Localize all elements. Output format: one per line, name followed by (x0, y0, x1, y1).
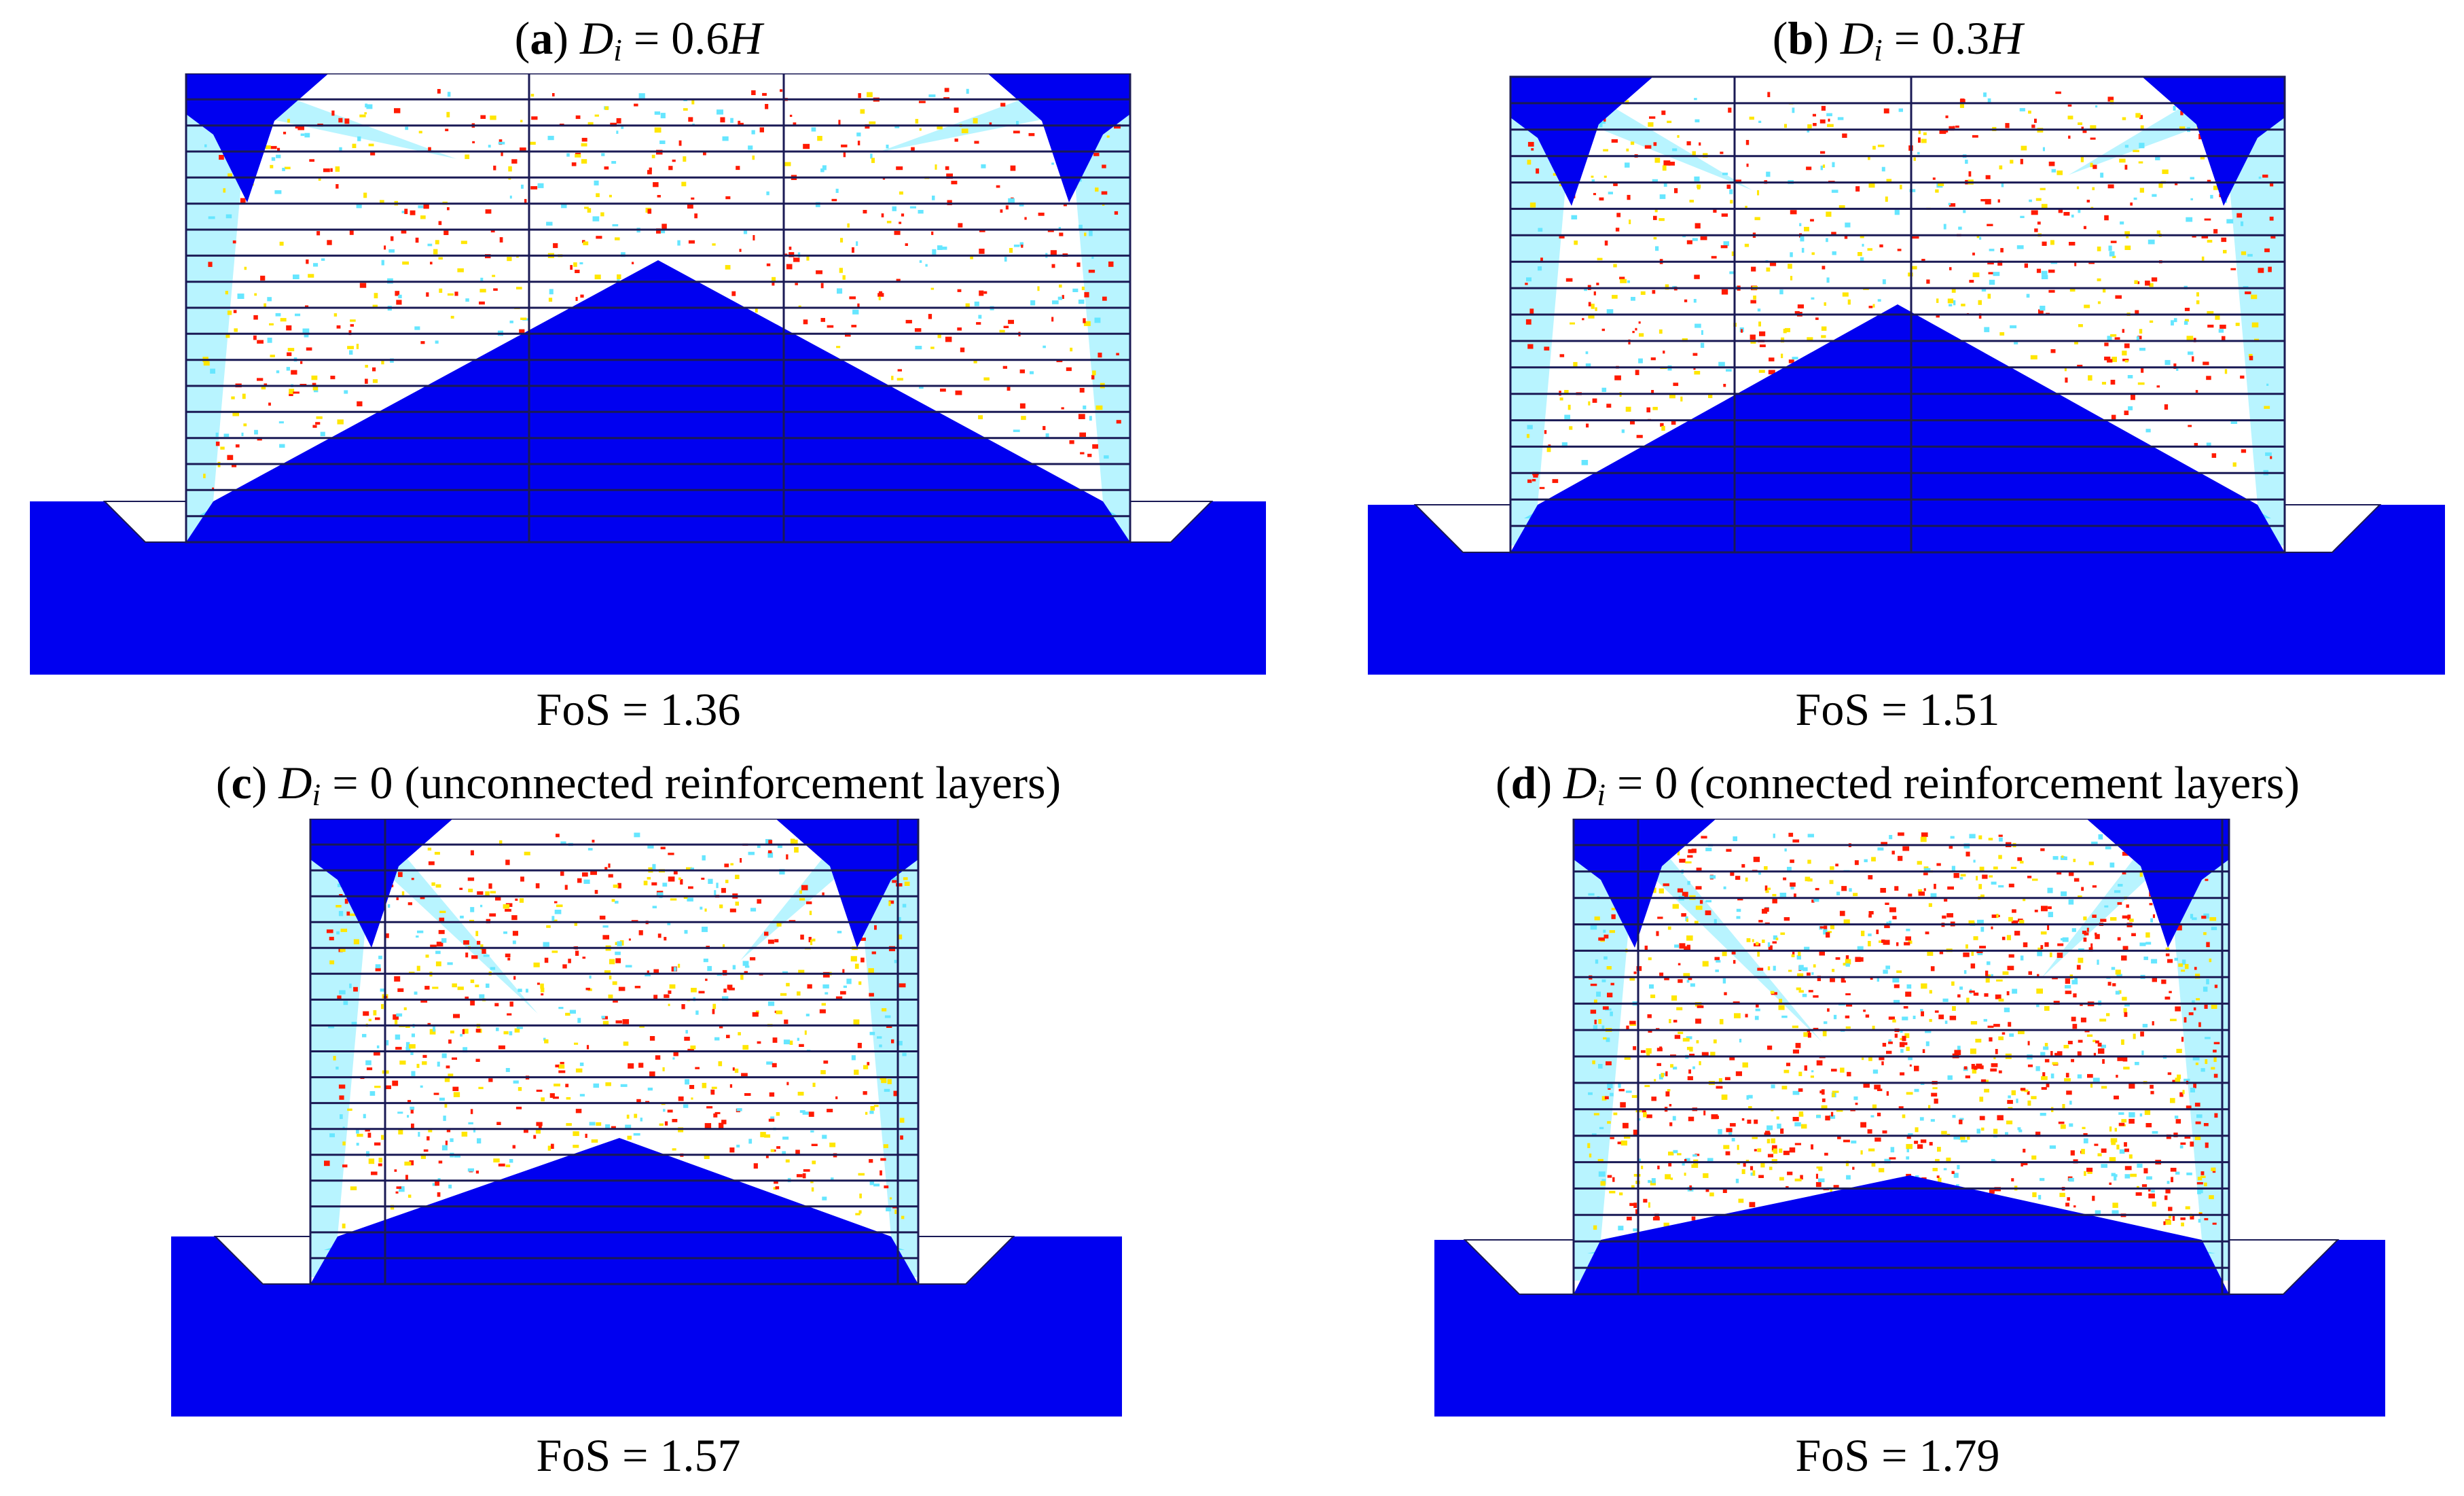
panel-a: (a) Di = 0.6H FoS = 1.36 (0, 0, 1277, 747)
fos-value: FoS = 1.79 (1795, 1429, 2000, 1481)
corner-wedge-right (776, 819, 918, 948)
corner-wedge-left (1574, 819, 1716, 948)
fos-value: FoS = 1.57 (536, 1429, 741, 1481)
stable-zone (1601, 859, 2202, 1240)
panel-caption: (a) Di = 0.6H (514, 12, 763, 67)
corner-wedge-left (186, 73, 329, 202)
corner-wedge-left (310, 819, 453, 948)
reinforcement-grid (185, 73, 1131, 544)
foundation-failure-zone (171, 1138, 1122, 1417)
simulation-plot (171, 819, 1122, 1417)
corner-wedge-left (1510, 77, 1653, 206)
panel-c: (c) Di = 0 (unconnected reinforcement la… (0, 747, 1277, 1496)
corner-wedge-right (988, 73, 1130, 202)
simulation-plot (1434, 819, 2385, 1417)
stable-zone (338, 859, 891, 1236)
fos-value: FoS = 1.36 (536, 683, 741, 735)
panel-b: (b) Di = 0.3H FoS = 1.51 (1331, 0, 2464, 747)
simulation-plot (30, 73, 1266, 675)
reinforcement-grid (309, 819, 920, 1285)
panel-caption: (c) Di = 0 (unconnected reinforcement la… (215, 757, 1062, 812)
stress-speckles (202, 88, 1121, 491)
fos-value: FoS = 1.51 (1795, 683, 2000, 735)
panel-caption: (b) Di = 0.3H (1772, 12, 2023, 67)
panel-caption: (d) Di = 0 (connected reinforcement laye… (1496, 757, 2300, 812)
corner-wedge-right (2086, 819, 2229, 948)
foundation-failure-zone (30, 260, 1266, 675)
foundation-failure-zone (1434, 1175, 2385, 1417)
simulation-plot (1368, 73, 2445, 675)
stress-speckles (1525, 91, 2276, 489)
foundation-failure-zone (1368, 304, 2445, 675)
reinforcement-grid (1572, 819, 2230, 1296)
reinforcement-grid (1509, 75, 2286, 554)
panel-d: (d) Di = 0 (connected reinforcement laye… (1331, 747, 2464, 1496)
corner-wedge-right (2142, 77, 2285, 206)
